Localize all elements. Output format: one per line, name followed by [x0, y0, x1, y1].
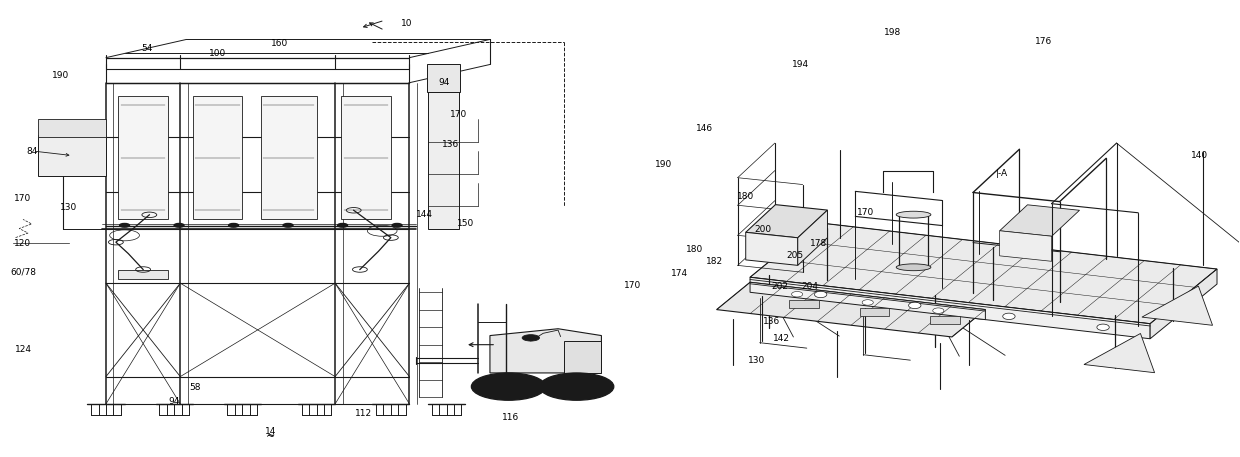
Text: 176: 176 [1035, 37, 1053, 46]
Text: 198: 198 [884, 28, 901, 37]
Circle shape [558, 380, 595, 393]
Text: 94: 94 [169, 397, 180, 406]
FancyBboxPatch shape [260, 96, 316, 219]
Text: 84: 84 [26, 147, 37, 155]
Polygon shape [750, 282, 986, 319]
Text: 190: 190 [655, 160, 672, 169]
Text: 140: 140 [1192, 151, 1208, 160]
FancyBboxPatch shape [38, 119, 105, 138]
Ellipse shape [909, 302, 921, 308]
Ellipse shape [815, 291, 827, 298]
Text: ~: ~ [267, 431, 275, 441]
Circle shape [490, 380, 527, 393]
Text: 58: 58 [190, 383, 201, 393]
FancyBboxPatch shape [859, 308, 889, 316]
Text: 112: 112 [355, 409, 372, 418]
Ellipse shape [897, 211, 931, 218]
FancyBboxPatch shape [341, 96, 391, 219]
Text: 194: 194 [792, 60, 810, 69]
Text: 170: 170 [857, 208, 874, 217]
Circle shape [119, 223, 129, 227]
Text: 205: 205 [786, 251, 804, 260]
Circle shape [522, 335, 539, 341]
Text: 142: 142 [773, 334, 790, 343]
FancyBboxPatch shape [118, 270, 167, 279]
Text: 150: 150 [456, 219, 474, 228]
Text: 130: 130 [748, 356, 765, 365]
Text: |-A: |-A [996, 170, 1008, 178]
Ellipse shape [791, 292, 802, 297]
Ellipse shape [862, 300, 873, 305]
Text: 170: 170 [450, 110, 467, 119]
Text: 200: 200 [754, 225, 771, 234]
Text: 94: 94 [439, 78, 450, 87]
Text: 14: 14 [265, 427, 277, 436]
Polygon shape [745, 205, 827, 238]
Polygon shape [797, 210, 827, 266]
Polygon shape [999, 231, 1052, 261]
Polygon shape [750, 277, 1151, 339]
Ellipse shape [1097, 324, 1110, 330]
FancyBboxPatch shape [192, 96, 242, 219]
Text: 130: 130 [61, 203, 77, 213]
Polygon shape [1142, 286, 1213, 325]
Ellipse shape [897, 264, 931, 271]
Text: 180: 180 [737, 192, 754, 201]
FancyBboxPatch shape [118, 96, 167, 219]
Polygon shape [1084, 334, 1154, 373]
Circle shape [283, 223, 293, 227]
Circle shape [539, 373, 614, 400]
Circle shape [174, 223, 184, 227]
Text: 120: 120 [15, 239, 31, 248]
Text: 100: 100 [208, 48, 226, 58]
Ellipse shape [1003, 313, 1016, 319]
Circle shape [471, 373, 546, 400]
Polygon shape [745, 232, 797, 266]
FancyBboxPatch shape [428, 92, 459, 228]
FancyBboxPatch shape [930, 316, 960, 324]
Text: 116: 116 [502, 413, 520, 422]
Text: 170: 170 [624, 281, 641, 290]
FancyBboxPatch shape [427, 64, 460, 92]
Polygon shape [999, 205, 1080, 236]
Circle shape [337, 223, 347, 227]
Text: ~: ~ [267, 432, 275, 442]
Text: 202: 202 [771, 282, 789, 291]
Text: 146: 146 [696, 124, 713, 133]
Text: 182: 182 [706, 257, 723, 266]
Polygon shape [490, 329, 601, 373]
Circle shape [228, 223, 238, 227]
Text: 54: 54 [141, 44, 153, 53]
FancyBboxPatch shape [789, 300, 818, 308]
FancyBboxPatch shape [38, 135, 105, 176]
Text: 136: 136 [763, 318, 780, 326]
Text: 10: 10 [402, 19, 413, 28]
Text: 174: 174 [671, 269, 688, 278]
Polygon shape [750, 223, 1216, 324]
Text: 178: 178 [810, 239, 827, 248]
Text: 204: 204 [801, 282, 818, 291]
FancyBboxPatch shape [564, 341, 601, 373]
Text: 190: 190 [52, 71, 68, 80]
Text: 160: 160 [270, 39, 288, 48]
Text: 60/78: 60/78 [10, 267, 36, 276]
Text: 170: 170 [15, 194, 31, 203]
Polygon shape [1151, 269, 1216, 339]
Circle shape [392, 223, 402, 227]
Text: 136: 136 [441, 140, 459, 149]
Polygon shape [717, 282, 986, 337]
Text: 180: 180 [686, 244, 703, 254]
Ellipse shape [932, 308, 944, 314]
Text: 144: 144 [415, 210, 433, 219]
Text: 124: 124 [15, 345, 31, 354]
